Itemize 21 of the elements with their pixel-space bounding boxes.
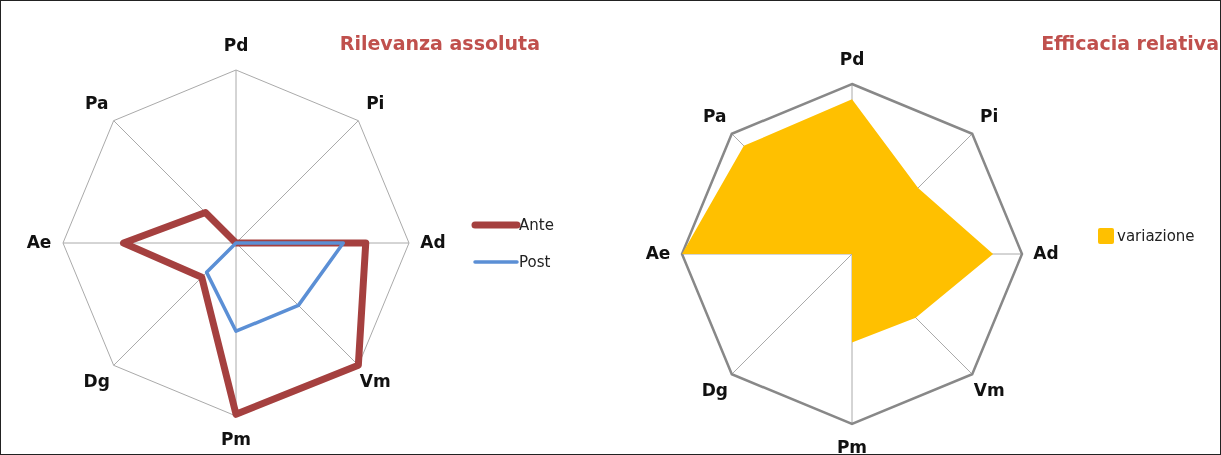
spoke-label: Ae (645, 243, 671, 263)
spoke-label: Ad (1033, 243, 1059, 263)
chart-title: Rilevanza assoluta (339, 32, 540, 54)
spoke-label: Vm (359, 371, 391, 392)
spoke-label: Pd (839, 49, 865, 69)
spoke-label: Pa (703, 105, 727, 126)
spoke-label: Pi (366, 92, 385, 113)
spoke-label: Pa (84, 92, 109, 113)
spoke-label: Pm (836, 437, 868, 455)
legend-label: variazione (1117, 226, 1195, 245)
legend-label: Post (519, 252, 551, 271)
spoke-label: Dg (83, 371, 110, 392)
spoke-label: Ad (420, 232, 446, 252)
chart-title: Efficacia relativa (1041, 32, 1219, 54)
spoke-label: Ae (26, 232, 52, 252)
spoke-label: Vm (973, 380, 1005, 401)
spoke-label: Dg (701, 380, 728, 401)
legend-label: Ante (519, 215, 554, 234)
spoke-label: Pm (220, 429, 252, 449)
spoke-label: Pi (980, 105, 999, 126)
spoke-label: Pd (223, 35, 249, 55)
